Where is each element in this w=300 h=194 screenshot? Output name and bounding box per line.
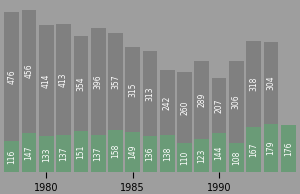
Bar: [229, 143, 244, 172]
Text: 207: 207: [214, 98, 224, 113]
Text: 476: 476: [7, 69, 16, 84]
Bar: [56, 135, 71, 172]
Text: 149: 149: [128, 145, 137, 159]
Text: 167: 167: [249, 142, 258, 157]
Bar: [177, 72, 192, 143]
Bar: [91, 135, 106, 172]
Bar: [125, 132, 140, 172]
Bar: [125, 47, 140, 132]
Text: 304: 304: [266, 76, 275, 90]
Text: 315: 315: [128, 82, 137, 97]
Bar: [194, 61, 209, 139]
Bar: [39, 136, 54, 172]
Bar: [264, 42, 278, 124]
Bar: [212, 133, 226, 172]
Text: 289: 289: [197, 93, 206, 107]
Bar: [160, 70, 175, 135]
Bar: [56, 24, 71, 135]
Text: 158: 158: [111, 144, 120, 158]
Text: 414: 414: [42, 73, 51, 88]
Text: 123: 123: [197, 148, 206, 163]
Text: 179: 179: [266, 141, 275, 155]
Text: 306: 306: [232, 94, 241, 109]
Text: 396: 396: [94, 74, 103, 89]
Bar: [281, 125, 296, 172]
Bar: [177, 143, 192, 172]
Bar: [212, 78, 226, 133]
Text: 136: 136: [146, 147, 154, 161]
Text: 260: 260: [180, 100, 189, 115]
Text: 144: 144: [214, 146, 224, 160]
Bar: [108, 33, 123, 130]
Text: 137: 137: [94, 146, 103, 161]
Bar: [22, 10, 36, 133]
Text: 138: 138: [163, 146, 172, 161]
Text: 133: 133: [42, 147, 51, 161]
Text: 413: 413: [59, 72, 68, 87]
Bar: [4, 12, 19, 141]
Text: 357: 357: [111, 74, 120, 89]
Text: 318: 318: [249, 77, 258, 91]
Bar: [4, 141, 19, 172]
Bar: [264, 124, 278, 172]
Text: 176: 176: [284, 141, 293, 156]
Bar: [22, 133, 36, 172]
Text: 151: 151: [76, 145, 85, 159]
Bar: [160, 135, 175, 172]
Text: 147: 147: [25, 145, 34, 160]
Text: 456: 456: [25, 64, 34, 78]
Bar: [74, 132, 88, 172]
Bar: [194, 139, 209, 172]
Bar: [108, 130, 123, 172]
Bar: [246, 41, 261, 127]
Bar: [39, 25, 54, 136]
Text: 313: 313: [146, 86, 154, 100]
Bar: [91, 28, 106, 135]
Bar: [246, 127, 261, 172]
Text: 110: 110: [180, 150, 189, 165]
Bar: [74, 36, 88, 132]
Bar: [143, 51, 157, 135]
Text: 137: 137: [59, 146, 68, 161]
Text: 242: 242: [163, 95, 172, 109]
Bar: [229, 61, 244, 143]
Text: 354: 354: [76, 76, 85, 91]
Text: 116: 116: [7, 149, 16, 164]
Bar: [143, 135, 157, 172]
Text: 108: 108: [232, 150, 241, 165]
